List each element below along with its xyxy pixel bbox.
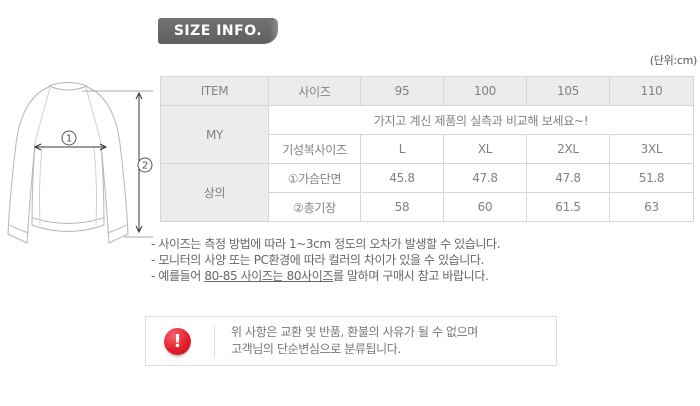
marker-1-label: 1	[66, 134, 72, 145]
header-110: 110	[609, 76, 694, 106]
shirt-outline	[7, 82, 129, 244]
header-95: 95	[360, 76, 444, 106]
cell-chest-105: 47.8	[526, 163, 610, 193]
warning-line-1: 위 사항은 교환 및 반품, 환불의 사유가 될 수 없으며	[231, 325, 478, 339]
size-info-badge-label: SIZE INFO.	[173, 23, 263, 39]
note-line-3-underlined: 80-85 사이즈는 80사이즈	[204, 269, 333, 283]
marker-2-length: 2	[137, 157, 153, 173]
cell-chest-110: 51.8	[609, 163, 694, 193]
shirt-measurement-diagram: 1 2	[4, 78, 156, 250]
note-line-2: - 모니터의 사양 또는 PC환경에 따라 컬러의 차이가 있을 수 있습니다.	[151, 253, 484, 267]
exclamation-icon: !	[164, 327, 191, 355]
marker-2-label: 2	[142, 161, 148, 172]
marker-1-chest: 1	[61, 130, 77, 146]
reference-lines	[82, 90, 153, 238]
table-row-my-message: MY 가지고 계신 제품의 실측과 비교해 보세요~!	[160, 105, 694, 164]
cell-ready-made-label: 기성복사이즈	[268, 134, 361, 164]
size-notes: - 사이즈는 측정 방법에 따라 1~3cm 정도의 오차가 발생할 수 있습니…	[151, 236, 691, 284]
note-line-3: - 예를들어 80-85 사이즈는 80사이즈를 말하며 구매시 참고 바랍니다…	[151, 268, 691, 284]
chest-width-arrow	[33, 143, 108, 151]
table-row-ready-made-size: 기성복사이즈 L XL 2XL 3XL	[161, 134, 694, 164]
header-100: 100	[443, 76, 527, 106]
cell-length-100: 60	[443, 192, 527, 222]
unit-note: (단위:cm)	[649, 54, 698, 67]
cell-length-95: 58	[360, 192, 444, 222]
note-line-1: - 사이즈는 측정 방법에 따라 1~3cm 정도의 오차가 발생할 수 있습니…	[151, 237, 501, 251]
size-info-badge: SIZE INFO.	[158, 18, 278, 44]
table-row-length: ②총기장 58 60 61.5 63	[161, 192, 694, 222]
header-size: 사이즈	[268, 76, 361, 106]
warning-line-2: 고객님의 단순변심으로 분류됩니다.	[231, 342, 401, 356]
cell-chest-name: ①가슴단면	[268, 163, 361, 193]
table-row-chest: 상의 ①가슴단면 45.8 47.8 47.8 51.8	[160, 163, 694, 222]
cell-length-105: 61.5	[526, 192, 610, 222]
cell-my-label: MY	[160, 105, 269, 164]
cell-chest-100: 47.8	[443, 163, 527, 193]
warning-text: 위 사항은 교환 및 반품, 환불의 사유가 될 수 없으며 고객님의 단순변심…	[231, 324, 478, 358]
cell-compare-message: 가지고 계신 제품의 실측과 비교해 보세요~!	[268, 105, 694, 135]
shirt-diagram-svg: 1 2	[7, 82, 153, 244]
header-item: ITEM	[160, 76, 269, 106]
cell-length-name: ②총기장	[268, 192, 361, 222]
shirt-seam-lines	[34, 87, 102, 226]
cell-size-2XL: 2XL	[526, 134, 610, 164]
cell-length-110: 63	[609, 192, 694, 222]
size-table: ITEM 사이즈 95 100 105 110 MY 가지고 계신 제품의 실측…	[160, 76, 694, 222]
cell-top-label: 상의	[160, 163, 269, 222]
cell-chest-95: 45.8	[360, 163, 444, 193]
table-header-row: ITEM 사이즈 95 100 105 110	[160, 76, 694, 106]
header-105: 105	[526, 76, 610, 106]
exclamation-glyph: !	[173, 330, 182, 352]
warning-divider	[214, 325, 215, 357]
cell-size-3XL: 3XL	[609, 134, 694, 164]
cell-size-L: L	[360, 134, 444, 164]
warning-box: ! 위 사항은 교환 및 반품, 환불의 사유가 될 수 없으며 고객님의 단순…	[145, 316, 557, 366]
note-line-3-pre: - 예를들어	[151, 269, 205, 283]
note-line-3-post: 를 말하며 구매시 참고 바랍니다.	[332, 269, 489, 283]
cell-size-XL: XL	[443, 134, 527, 164]
